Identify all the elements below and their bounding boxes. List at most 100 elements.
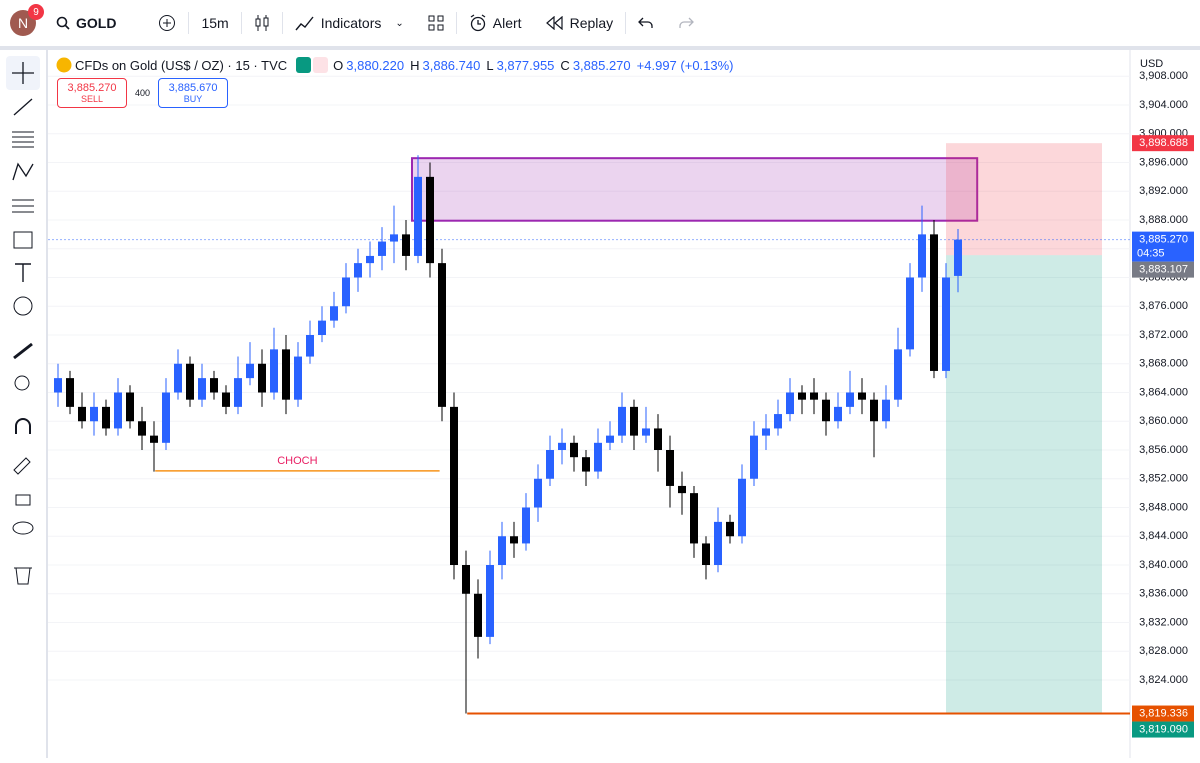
trendline-tool[interactable] [13,98,33,116]
candle-body [918,234,926,278]
candle-body [306,334,314,357]
candle-body [210,378,218,393]
chart-type[interactable] [242,14,282,32]
price-label: 3,819.336 [1139,707,1188,719]
candle-body [222,392,230,407]
projection-tool[interactable] [12,199,34,213]
interval[interactable]: 15m [189,15,240,31]
candle-body [294,356,302,400]
price-label: 3,898.688 [1139,137,1188,149]
candle-body [474,593,482,637]
y-tick-label: 3,892.000 [1139,185,1188,197]
indicators-icon [295,16,314,31]
separator [455,12,457,34]
emoji-tool[interactable] [13,296,33,316]
price-label-bg [1132,261,1194,278]
text-tool[interactable] [15,263,31,282]
y-tick-label: 3,896.000 [1139,156,1188,168]
y-tick-label: 3,908.000 [1139,70,1188,82]
candle-body [534,478,542,508]
candle-body [174,363,182,393]
lock-draw-tool[interactable] [13,457,31,475]
search-icon [56,16,70,30]
indicators[interactable]: Indicators ⌄ [283,14,416,32]
y-tick-label: 3,860.000 [1139,415,1188,427]
fib-tool[interactable] [12,131,34,148]
separator [188,12,190,34]
y-tick-label: 3,836.000 [1139,588,1188,600]
replay[interactable]: Replay [534,15,626,31]
price-label-bg [1132,231,1194,262]
buy-button[interactable]: 3,885.670 BUY [158,78,229,108]
candle-body [282,349,290,400]
candle-body [78,406,86,422]
symbol: GOLD [76,15,117,31]
delete-tool[interactable] [14,567,32,585]
price-label-bg [1132,721,1194,738]
symbol-search[interactable]: GOLD [44,15,128,31]
candle-body [570,442,578,458]
candle-body [810,392,818,400]
y-tick-label: 3,868.000 [1139,358,1188,370]
buy-label: BUY [183,94,203,104]
add-symbol[interactable] [146,14,188,32]
candle-icon [255,15,269,31]
candle-body [102,406,110,429]
close-label: C [560,57,570,73]
undo-icon [638,17,653,28]
candle-body [702,543,710,566]
crosshair-tool[interactable] [12,62,34,84]
candle-body [582,457,590,472]
undo[interactable] [626,17,666,29]
redo[interactable] [666,17,706,29]
candle-body [714,521,722,566]
candle-body [150,435,158,443]
candle-body [882,399,890,422]
zoom-tool[interactable] [14,375,30,391]
y-tick-label: 3,848.000 [1139,501,1188,513]
shape-tool[interactable] [13,231,33,249]
close-value: 3,885.270 [572,57,631,73]
indicator-toggle[interactable] [296,56,330,74]
candle-body [402,234,410,256]
pattern-tool[interactable] [12,162,34,181]
separator [240,12,242,34]
price-label: 3,885.270 [1139,234,1188,246]
candle-body [234,378,242,407]
candle-body [366,255,374,264]
candle-body [630,406,638,436]
candle-body [138,421,146,436]
candle-body [378,241,386,256]
measure-tool[interactable] [13,342,33,360]
candle-body [942,277,950,371]
sell-button[interactable]: 3,885.270 SELL [57,78,127,108]
y-tick-label: 3,880.000 [1139,271,1188,283]
candle-body [690,493,698,544]
candle-body [642,428,650,436]
candle-body [930,234,938,371]
candle-body [450,406,458,566]
candle-body [318,320,326,335]
candle-body [426,176,434,264]
candle-body [438,263,446,407]
drawing-toolbar [0,50,48,758]
visibility-tool[interactable] [12,521,34,535]
y-tick-label: 3,852.000 [1139,473,1188,485]
candle-body [906,277,914,350]
y-tick-label: 3,824.000 [1139,674,1188,686]
target-zone [946,255,1102,714]
candle-body [90,406,98,422]
y-tick-label: 3,900.000 [1139,128,1188,140]
candle-body [462,565,470,594]
candle-body [522,507,530,544]
magnet-tool[interactable] [15,418,31,434]
lock-tool[interactable] [15,494,31,506]
candle-body [558,442,566,451]
low-value: 3,877.955 [496,57,555,73]
candle-body [390,234,398,242]
alert[interactable]: Alert [457,14,534,32]
layouts[interactable] [416,15,456,31]
